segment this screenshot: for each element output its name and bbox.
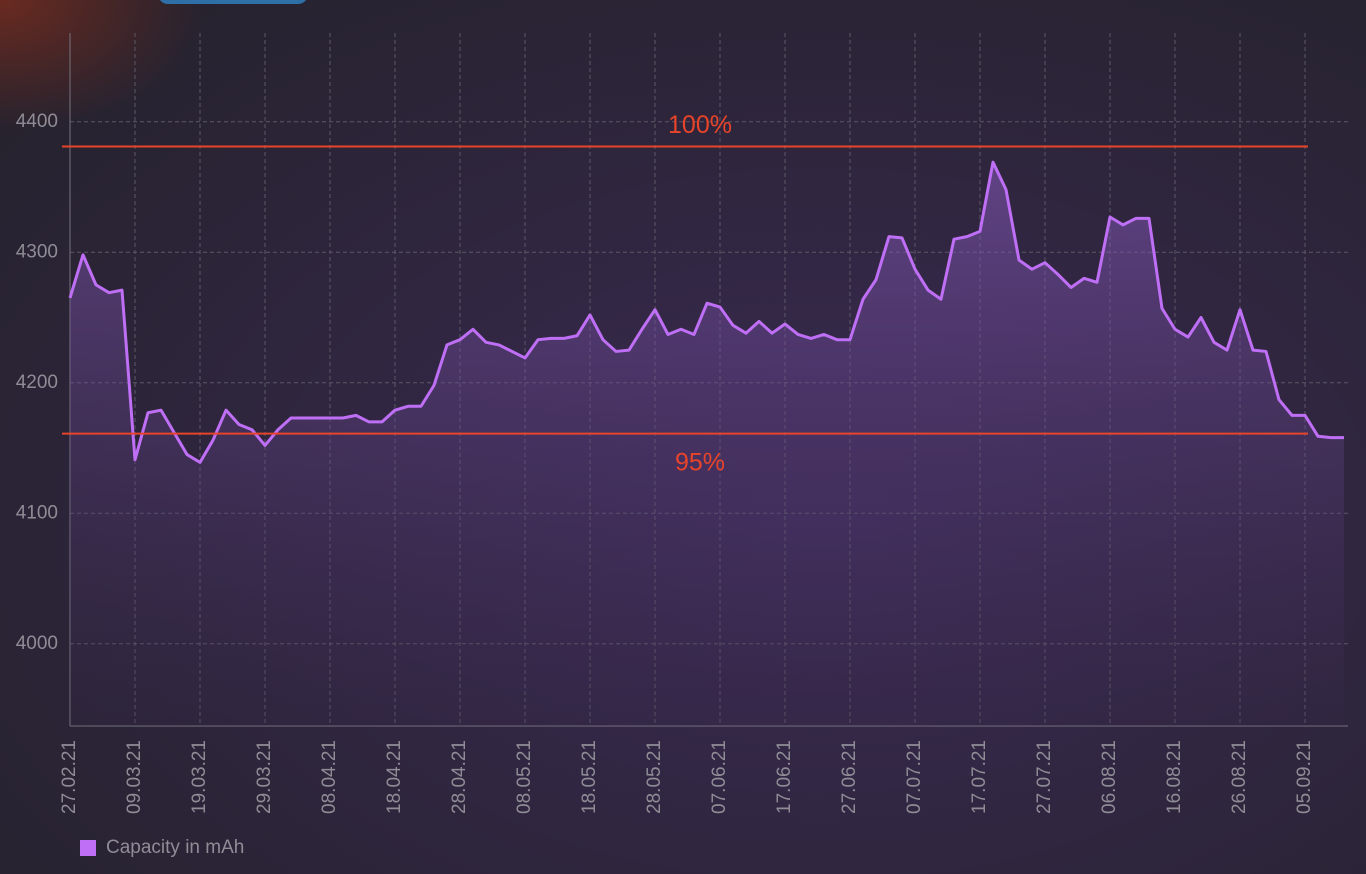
y-tick-label: 4100 bbox=[16, 502, 58, 523]
x-tick-label: 26.08.21 bbox=[1229, 740, 1250, 814]
x-tick-label: 09.03.21 bbox=[124, 740, 145, 814]
reference-label: 95% bbox=[675, 448, 725, 476]
x-tick-label: 28.04.21 bbox=[449, 740, 470, 814]
legend-label: Capacity in mAh bbox=[106, 837, 244, 858]
x-tick-label: 08.04.21 bbox=[319, 740, 340, 814]
x-tick-label: 08.05.21 bbox=[514, 740, 535, 814]
y-tick-label: 4000 bbox=[16, 633, 58, 654]
x-tick-label: 18.05.21 bbox=[579, 740, 600, 814]
tab-button[interactable] bbox=[158, 0, 308, 4]
line bbox=[68, 160, 1344, 464]
x-tick-label: 06.08.21 bbox=[1099, 740, 1120, 814]
y-tick-label: 4300 bbox=[16, 241, 58, 262]
x-tick-label: 29.03.21 bbox=[254, 740, 275, 814]
x-tick-label: 17.07.21 bbox=[969, 740, 990, 814]
reference-label: 100% bbox=[668, 111, 732, 139]
x-tick-label: 17.06.21 bbox=[774, 740, 795, 814]
x-tick-label: 27.06.21 bbox=[839, 740, 860, 814]
x-tick-label: 27.07.21 bbox=[1034, 740, 1055, 814]
legend-swatch bbox=[80, 840, 96, 856]
x-tick-label: 16.08.21 bbox=[1164, 740, 1185, 814]
area-fill bbox=[70, 162, 1344, 727]
x-tick-label: 18.04.21 bbox=[384, 740, 405, 814]
x-tick-label: 27.02.21 bbox=[59, 740, 80, 814]
x-tick-label: 07.07.21 bbox=[904, 740, 925, 814]
y-tick-label: 4400 bbox=[16, 111, 58, 132]
x-tick-label: 28.05.21 bbox=[644, 740, 665, 814]
x-tick-label: 19.03.21 bbox=[189, 740, 210, 814]
x-tick-label: 05.09.21 bbox=[1294, 740, 1315, 814]
x-tick-label: 07.06.21 bbox=[709, 740, 730, 814]
y-tick-label: 4200 bbox=[16, 372, 58, 393]
